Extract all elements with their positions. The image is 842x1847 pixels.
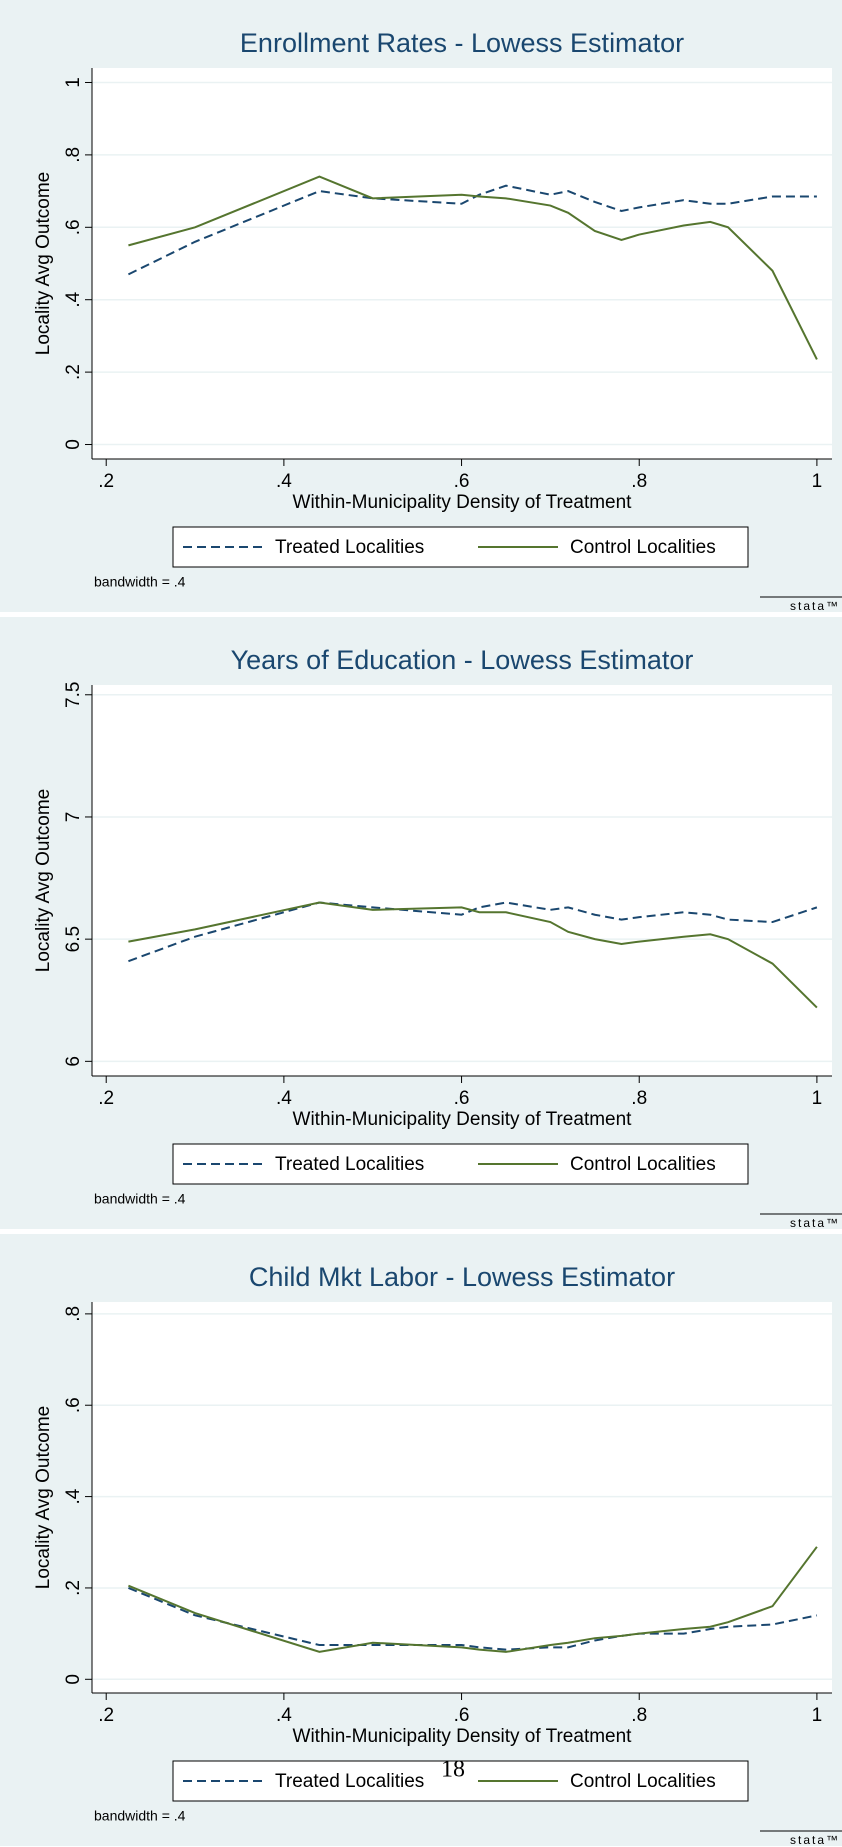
x-tick-label: .4: [276, 1088, 292, 1109]
legend-label: Treated Localities: [275, 1154, 424, 1175]
logo: stata™: [790, 599, 840, 613]
chart-panel: Child Mkt Labor - Lowess Estimator 0 .2 .4.…: [0, 1234, 842, 1847]
note: bandwidth = .4: [94, 1808, 186, 1824]
y-tick-label: .6: [63, 219, 84, 235]
plot-area: [92, 1302, 832, 1693]
x-tick-label: 1: [812, 1088, 823, 1109]
x-tick-label: .6: [454, 1088, 470, 1109]
plot-area: [92, 68, 832, 459]
y-tick-label: 7.5: [63, 682, 84, 708]
y-axis-label: Locality Avg Outcome: [33, 1406, 54, 1589]
series-line: [128, 1546, 818, 1653]
x-tick-label: 1: [812, 1705, 823, 1726]
series-line: [128, 175, 818, 360]
x-axis-label: Within-Municipality Density of Treatment: [293, 1726, 633, 1747]
y-tick-label: .4: [63, 291, 84, 307]
x-tick-label: .8: [631, 471, 647, 492]
legend-label: Treated Localities: [275, 1771, 424, 1792]
chart-panel: Enrollment Rates - Lowess Estimator 0 .2 .4…: [0, 0, 842, 613]
legend-label: Control Localities: [570, 537, 716, 558]
y-tick-label: .2: [63, 1580, 84, 1596]
x-tick-label: .4: [276, 471, 292, 492]
y-tick-label: 0: [63, 1674, 84, 1685]
chart-panel: Years of Education - Lowess Estimator 6 6.…: [0, 617, 842, 1230]
note: bandwidth = .4: [94, 1191, 186, 1207]
x-tick-label: .8: [631, 1705, 647, 1726]
x-tick-label: .4: [276, 1705, 292, 1726]
x-tick-label: 1: [812, 471, 823, 492]
page-number: 18: [441, 1757, 465, 1783]
x-tick-label: .2: [98, 1705, 114, 1726]
y-axis-label: Locality Avg Outcome: [33, 789, 54, 972]
legend-box: [172, 1760, 749, 1802]
logo: stata™: [790, 1833, 840, 1847]
x-axis-label: Within-Municipality Density of Treatment: [293, 1109, 633, 1130]
x-tick-label: .8: [631, 1088, 647, 1109]
y-axis-label: Locality Avg Outcome: [33, 172, 54, 355]
x-tick-label: .6: [454, 1705, 470, 1726]
x-tick-label: .6: [454, 471, 470, 492]
x-tick-label: .2: [98, 471, 114, 492]
legend-box: [172, 1143, 749, 1185]
note: bandwidth = .4: [94, 574, 186, 590]
y-tick-label: 7: [63, 812, 84, 823]
y-tick-label: 0: [63, 439, 84, 450]
y-tick-label: .8: [63, 1306, 84, 1322]
legend-label: Treated Localities: [275, 537, 424, 558]
series-line: [127, 184, 817, 276]
plot-area: [92, 685, 832, 1076]
legend-box: [172, 526, 749, 568]
logo: stata™: [790, 1216, 840, 1230]
legend-label: Control Localities: [570, 1771, 716, 1792]
series-line: [128, 901, 818, 963]
chart-title: Child Mkt Labor - Lowess Estimator: [249, 1262, 675, 1292]
y-tick-label: .6: [63, 1397, 84, 1413]
y-tick-label: .8: [63, 147, 84, 163]
y-tick-label: 6: [63, 1056, 84, 1067]
chart-title: Years of Education - Lowess Estimator: [231, 645, 694, 675]
y-tick-label: 1: [63, 77, 84, 88]
x-axis-label: Within-Municipality Density of Treatment: [293, 492, 633, 513]
series-line: [128, 1587, 818, 1651]
series-line: [128, 901, 818, 1009]
legend-label: Control Localities: [570, 1154, 716, 1175]
y-tick-label: .4: [63, 1488, 84, 1504]
y-tick-label: .2: [63, 364, 84, 380]
x-tick-label: .2: [98, 1088, 114, 1109]
y-tick-label: 6.5: [63, 926, 84, 952]
chart-title: Enrollment Rates - Lowess Estimator: [240, 28, 684, 58]
